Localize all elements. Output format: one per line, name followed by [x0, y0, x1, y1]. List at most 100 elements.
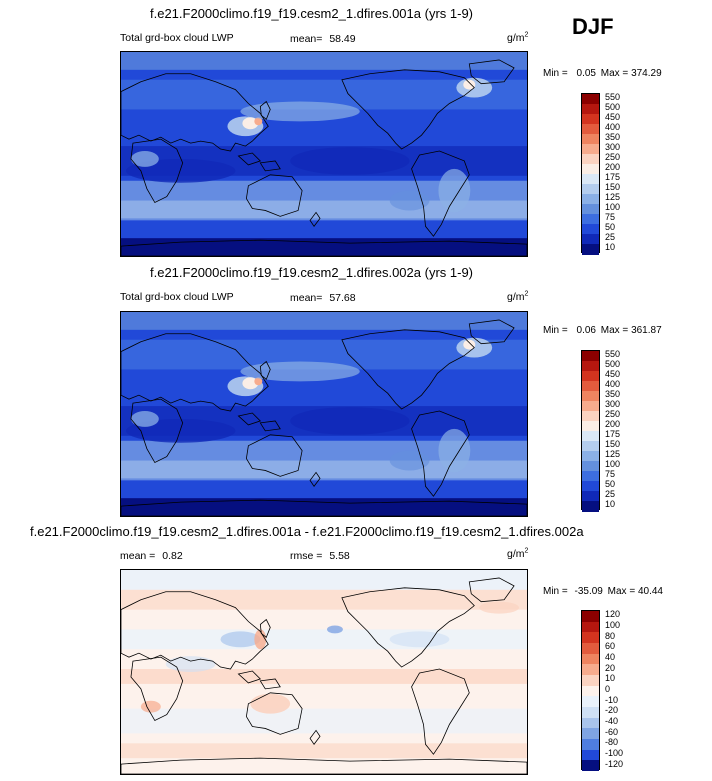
- colorbar-tick-label: 75: [605, 469, 616, 479]
- colorbar-swatch: [582, 728, 599, 740]
- panel3-mean-label: mean =: [120, 550, 156, 562]
- field-band: [121, 312, 527, 330]
- coastline: [121, 499, 527, 516]
- field-contour: [389, 190, 430, 211]
- colorbar-tick-label: 400: [605, 379, 621, 389]
- panel2-max-value: 361.87: [631, 325, 662, 336]
- panel1-max-label: Max =: [600, 68, 629, 79]
- panel1-min-label: Min =: [543, 68, 568, 79]
- colorbar-swatch: [582, 204, 599, 215]
- colorbar-tick-label: -80: [605, 737, 619, 748]
- colorbar-tick-label: 350: [605, 132, 621, 142]
- colorbar-tick-label: 25: [605, 232, 616, 242]
- panel3-max-label: Max =: [607, 586, 636, 597]
- colorbar-swatch: [582, 411, 599, 422]
- colorbar-tick-label: 450: [605, 112, 621, 122]
- colorbar-tick-label: 150: [605, 439, 621, 449]
- colorbar-tick-label: 450: [605, 369, 621, 379]
- colorbar-tick-label: 175: [605, 172, 621, 182]
- colorbar-swatch: [582, 501, 599, 512]
- colorbar-tick-label: 25: [605, 489, 616, 499]
- colorbar-swatch: [582, 643, 599, 655]
- panel1-map: [120, 51, 528, 257]
- field-contour: [254, 377, 263, 386]
- panel2-units-exp: 2: [524, 290, 529, 298]
- panel3-min-value: -35.09: [574, 586, 603, 597]
- colorbar-swatch: [582, 431, 599, 442]
- colorbar-swatch: [582, 675, 599, 687]
- field-contour: [130, 151, 159, 167]
- colorbar-tick-label: -40: [605, 716, 619, 726]
- panel3-mean-value: 0.82: [162, 550, 183, 562]
- colorbar-tick-label: 200: [605, 419, 621, 429]
- colorbar-swatch: [582, 760, 599, 772]
- colorbar-tick-label: 75: [605, 212, 616, 222]
- colorbar-tick-label: 500: [605, 359, 621, 369]
- field-band: [121, 570, 527, 590]
- panel3-minmax: Min = -35.09 Max = 40.44: [543, 586, 663, 597]
- colorbar-tick-label: 20: [605, 662, 616, 673]
- colorbar-tick-label: 40: [605, 652, 616, 662]
- coastline: [245, 434, 303, 477]
- panel2-minmax: Min = 0.06 Max = 361.87: [543, 325, 662, 336]
- colorbar-swatch: [582, 144, 599, 155]
- panel3-colorbar: [581, 610, 600, 772]
- colorbar-tick-label: 125: [605, 449, 621, 459]
- panel2-units-text: g/m: [507, 291, 525, 303]
- panel2-colorbar: [581, 350, 600, 512]
- colorbar-swatch: [582, 707, 599, 719]
- field-band: [121, 708, 527, 734]
- colorbar-swatch: [582, 664, 599, 676]
- panel1-title: f.e21.F2000climo.f19_f19.cesm2_1.dfires.…: [150, 6, 474, 21]
- colorbar-tick-label: -120: [605, 758, 624, 769]
- field-contour: [240, 101, 360, 122]
- panel3-rmse-value: 5.58: [329, 550, 350, 562]
- colorbar-tick-label: 125: [605, 192, 621, 202]
- coastline: [245, 174, 303, 217]
- coastline: [259, 618, 271, 638]
- colorbar-swatch: [582, 164, 599, 175]
- colorbar-tick-label: 300: [605, 399, 621, 409]
- colorbar-swatch: [582, 739, 599, 751]
- field-contour: [220, 631, 261, 648]
- coastline: [341, 329, 475, 410]
- panel2-units: g/m2: [507, 290, 529, 304]
- colorbar-swatch: [582, 371, 599, 382]
- panel2-title: f.e21.F2000climo.f19_f19.cesm2_1.dfires.…: [150, 265, 474, 280]
- coastline: [121, 757, 527, 774]
- field-contour: [463, 79, 476, 90]
- colorbar-tick-label: 400: [605, 122, 621, 132]
- colorbar-swatch: [582, 234, 599, 245]
- coastline: [130, 398, 184, 464]
- coastline: [259, 100, 271, 120]
- field-contour: [240, 361, 360, 382]
- coastline: [341, 69, 475, 150]
- colorbar-swatch: [582, 214, 599, 225]
- panel1-variable-label: Total grd-box cloud LWP: [120, 32, 234, 44]
- panel1-units: g/m2: [507, 32, 528, 45]
- field-contour: [250, 693, 291, 714]
- coastline: [130, 656, 184, 722]
- coastline: [341, 587, 475, 668]
- map-svg: [121, 570, 527, 774]
- field-contour: [290, 147, 410, 175]
- colorbar-swatch: [582, 194, 599, 205]
- panel3-units: g/m2: [507, 548, 528, 561]
- coastline: [309, 471, 321, 487]
- coastline: [468, 319, 515, 345]
- panel2-variable-label: Total grd-box cloud LWP: [120, 291, 234, 303]
- colorbar-tick-label: 120: [605, 609, 621, 620]
- field-contour: [242, 377, 259, 390]
- panel2-min-label: Min =: [543, 325, 568, 336]
- panel3-mean: mean = 0.82: [120, 550, 183, 562]
- colorbar-tick-label: 80: [605, 630, 616, 641]
- colorbar-tick-label: 200: [605, 162, 621, 172]
- coastline: [411, 150, 470, 237]
- colorbar-tick-label: 50: [605, 479, 616, 489]
- colorbar-swatch: [582, 381, 599, 392]
- panel3-rmse-label: rmse =: [290, 550, 323, 562]
- panel2-map: [120, 311, 528, 517]
- colorbar-swatch: [582, 244, 599, 255]
- colorbar-tick-label: 0: [605, 684, 611, 694]
- coastline: [411, 410, 470, 497]
